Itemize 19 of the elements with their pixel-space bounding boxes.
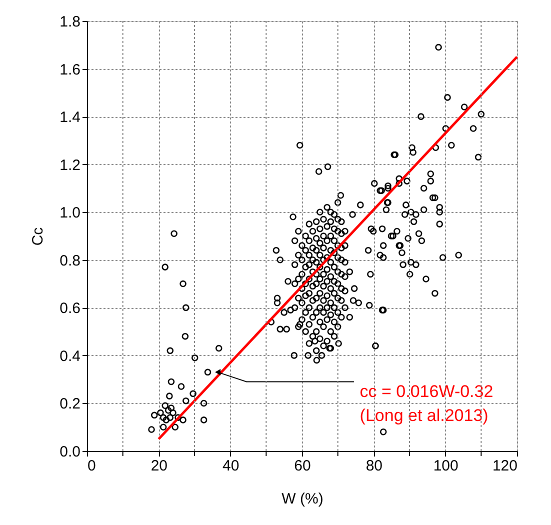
x-tick-label: 40	[222, 458, 240, 474]
y-tick-label: 0.4	[60, 348, 80, 365]
y-axis-title: Cc	[30, 226, 47, 246]
y-tick-label: 1.0	[60, 204, 80, 222]
y-tick-label: 1.8	[60, 14, 80, 30]
y-tick-label: 0.2	[60, 396, 80, 413]
x-tick-label: 0	[88, 458, 96, 474]
x-tick-label: 60	[294, 458, 311, 474]
y-tick-label: 1.6	[60, 61, 80, 78]
y-tick-label: 1.4	[60, 109, 80, 126]
y-tick-label: 1.2	[60, 156, 80, 174]
x-tick-label: 20	[150, 458, 168, 474]
y-tick-label: 0.6	[60, 300, 80, 318]
x-tick-label: 100	[433, 458, 458, 474]
y-tick-label: 0.0	[60, 444, 80, 460]
x-tick-label: 120	[492, 458, 518, 474]
y-tick-label: 0.8	[60, 252, 80, 270]
x-axis-title: W (%)	[282, 490, 324, 508]
x-tick-label: 80	[366, 458, 383, 474]
